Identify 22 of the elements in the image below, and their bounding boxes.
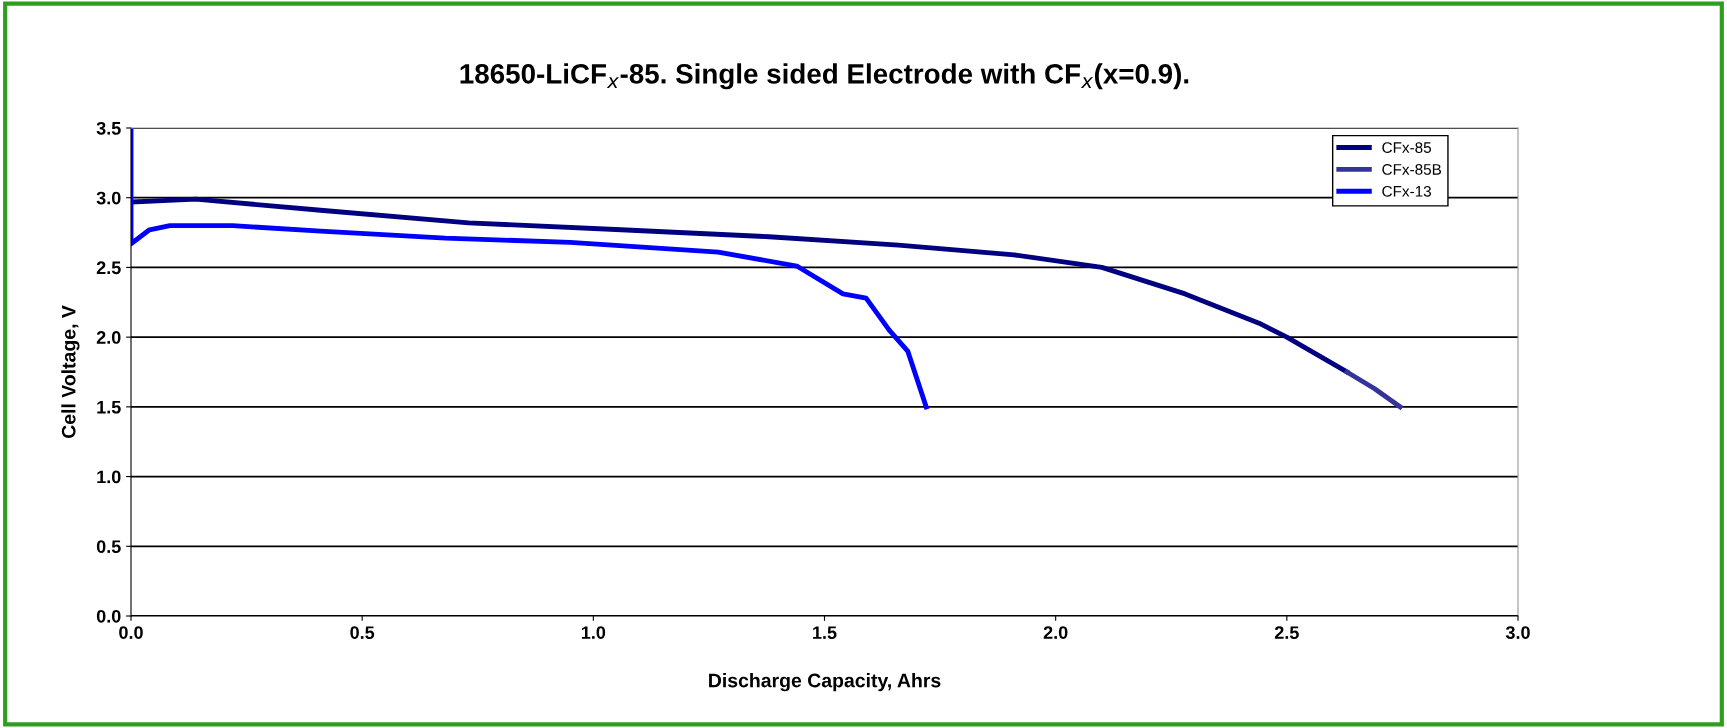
y-tick-label: 1.5 — [97, 400, 121, 414]
x-tick-label: 1.0 — [581, 626, 606, 639]
y-axis-title: Cell Voltage, V — [61, 305, 80, 439]
legend-label: CFx-85 — [1382, 142, 1432, 153]
y-tick-label: 3.5 — [96, 121, 121, 135]
x-tick-label: 0.5 — [350, 626, 375, 639]
x-tick-label: 3.0 — [1505, 626, 1530, 640]
y-tick-label: 0.5 — [96, 540, 121, 554]
y-tick-label: 0.0 — [96, 609, 121, 623]
legend-label: CFx-85B — [1382, 164, 1442, 175]
x-tick-label: 2.5 — [1274, 626, 1299, 639]
x-axis-title: Discharge Capacity, Ahrs — [709, 673, 941, 692]
y-tick-label: 1.0 — [97, 470, 121, 484]
y-tick-label: 3.0 — [96, 191, 121, 205]
y-tick-label: 2.0 — [96, 331, 121, 344]
x-tick-label: 0.0 — [119, 626, 143, 639]
chart-title: 18650-LiCF$_{x}$-85. Single sided Electrode with CF$_{x}$(x=0.9). — [460, 63, 1189, 90]
line-series — [131, 128, 929, 410]
y-tick-label: 2.5 — [96, 261, 121, 275]
x-tick-label: 2.0 — [1043, 626, 1068, 639]
x-tick-label: 1.5 — [813, 626, 837, 639]
legend-label: CFx-13 — [1382, 185, 1431, 197]
